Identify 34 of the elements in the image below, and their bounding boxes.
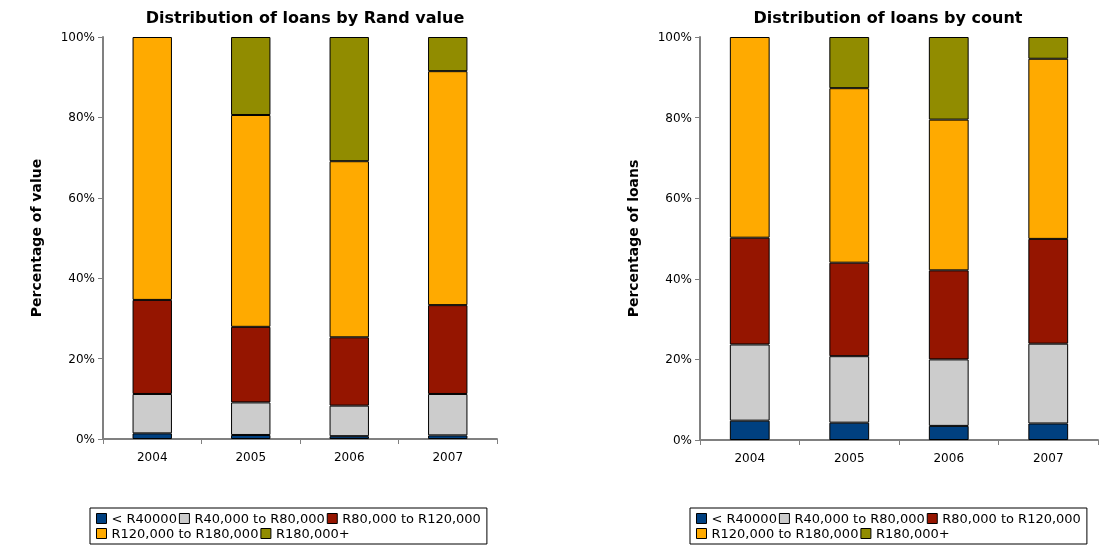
y-tick-label: 80% [665,110,692,125]
y-tick-label: 40% [68,271,95,286]
x-tick-label: 2006 [933,451,965,465]
x-tick-label: 2007 [1032,451,1064,465]
y-tick-label: 40% [665,271,692,286]
y-tick-label: 0% [75,432,95,446]
x-tick-label: 2004 [734,451,766,465]
y-axis-title: Percentage of loans [625,159,641,318]
y-tick-label: 80% [68,110,95,125]
legend-label: R120,000 to R180,000 [711,526,859,541]
x-tick-label: 2005 [833,451,865,465]
y-tick-label: 0% [672,433,692,447]
y-axis-title: Percentage of value [28,158,44,318]
legend-label: R180,000+ [275,526,350,541]
x-tick-label: 2007 [432,450,464,464]
y-tick-label: 60% [665,191,692,206]
y-tick-label: 20% [68,351,95,366]
legend-label: R80,000 to R120,000 [942,511,1081,526]
legend-label: < R40000 [111,511,177,526]
legend-label: R40,000 to R80,000 [194,511,325,526]
x-tick-label: 2005 [235,450,267,464]
x-tick-label: 2004 [136,450,168,464]
legend-label: R80,000 to R120,000 [342,511,481,526]
chart-title: Distribution of loans by count [753,7,1023,27]
legend-label: R40,000 to R80,000 [794,511,925,526]
legend-label: R180,000+ [875,526,950,541]
chart-title: Distribution of loans by Rand value [145,7,465,27]
y-tick-label: 100% [60,30,95,44]
legend-label: R120,000 to R180,000 [111,526,259,541]
x-tick-label: 2006 [333,450,365,464]
legend-label: < R40000 [711,511,777,526]
y-tick-label: 100% [657,30,692,44]
y-tick-label: 20% [665,352,692,367]
y-tick-label: 60% [68,190,95,205]
